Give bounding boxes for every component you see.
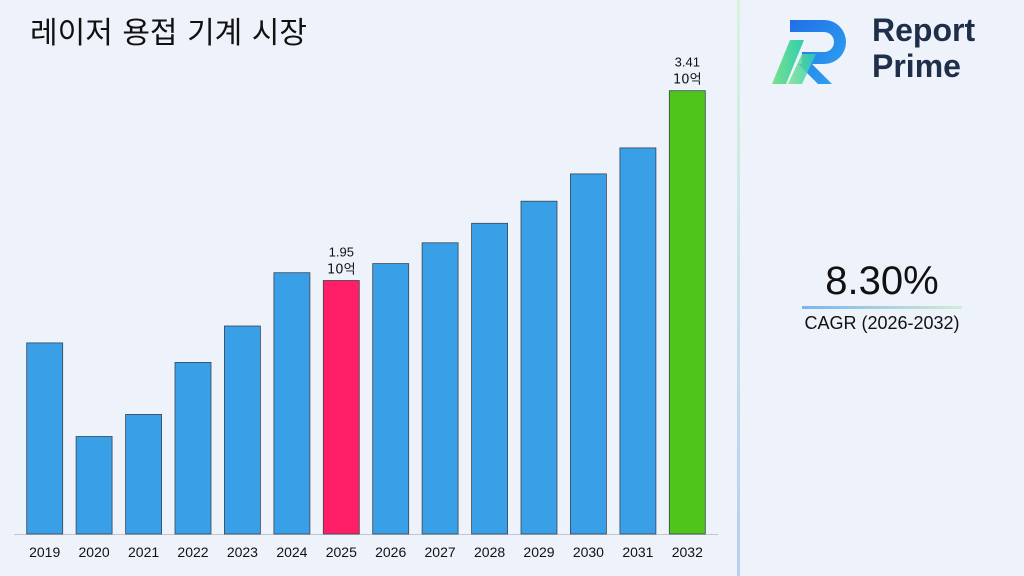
data-label-unit-2025: 10억 xyxy=(327,263,356,278)
report-prime-logo: Report Prime xyxy=(768,12,1018,92)
tick-label-2030: 2030 xyxy=(573,544,604,560)
tick-label-2025: 2025 xyxy=(326,544,357,560)
logo-line-2: Prime xyxy=(872,48,961,84)
cagr-underline xyxy=(802,306,962,309)
cagr-block: 8.30% CAGR (2026-2032) xyxy=(740,258,1024,334)
data-label-value-2025: 1.95 xyxy=(329,245,354,260)
tick-label-2026: 2026 xyxy=(375,544,406,560)
logo-text: Report Prime xyxy=(872,12,975,84)
bar-2031 xyxy=(619,147,657,535)
tick-label-2032: 2032 xyxy=(672,544,703,560)
data-label-unit-2032: 10억 xyxy=(673,73,702,88)
bar-2029 xyxy=(520,200,558,535)
bar-2020 xyxy=(75,436,113,535)
chart-area: 레이저 용접 기계 시장 2019 2020 2021 2022 2023 2024 202… xyxy=(14,16,718,560)
tick-label-2031: 2031 xyxy=(622,544,653,560)
tick-label-2027: 2027 xyxy=(425,544,456,560)
tick-label-2020: 2020 xyxy=(79,544,110,560)
bar-chart: 2019 2020 2021 2022 2023 2024 2025 1.95 10억 2026 2… xyxy=(14,55,718,560)
bar-2026 xyxy=(372,263,410,535)
bar-2030 xyxy=(570,173,607,535)
logo-line-1: Report xyxy=(872,12,976,48)
tick-label-2028: 2028 xyxy=(474,544,505,560)
bar-2021 xyxy=(125,413,162,535)
bar-2019 xyxy=(26,342,64,535)
tick-label-2022: 2022 xyxy=(177,544,208,560)
chart-title: 레이저 용접 기계 시장 xyxy=(30,16,308,51)
bar-2027 xyxy=(421,242,459,535)
bar-2022 xyxy=(174,361,212,535)
panel-divider xyxy=(737,0,740,576)
bar-2025 xyxy=(322,280,360,535)
cagr-label: CAGR (2026-2032) xyxy=(804,313,960,333)
tick-label-2029: 2029 xyxy=(523,544,554,560)
cagr-value: 8.30% xyxy=(825,259,939,303)
tick-label-2021: 2021 xyxy=(128,544,159,560)
tick-label-2019: 2019 xyxy=(29,544,60,560)
bar-2032 xyxy=(668,90,706,535)
tick-label-2023: 2023 xyxy=(227,544,258,560)
tick-label-2024: 2024 xyxy=(276,544,307,560)
data-label-value-2032: 3.41 xyxy=(675,55,700,70)
bar-2028 xyxy=(471,222,509,535)
bar-2024 xyxy=(273,272,311,535)
side-panel: Report Prime 8.30% CAGR (2026-2032) xyxy=(740,0,1024,576)
bar-2023 xyxy=(223,325,261,535)
logo-mark-icon xyxy=(772,20,846,84)
